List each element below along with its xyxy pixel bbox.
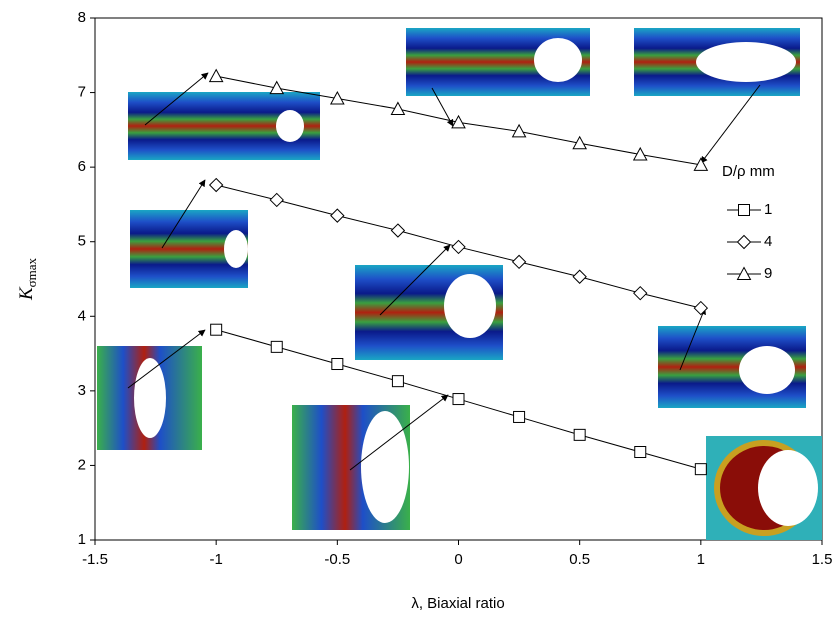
marker [634, 446, 647, 459]
legend-label: 4 [764, 233, 772, 250]
x-tick-label: -1.5 [82, 551, 108, 568]
x-tick-label: 1.5 [812, 551, 833, 568]
y-tick-label: 3 [78, 382, 86, 399]
arrow [679, 307, 706, 371]
arrow [349, 394, 449, 471]
legend-title: D/ρ mm [722, 163, 775, 180]
marker [391, 375, 404, 388]
fe-image [130, 210, 248, 288]
arrow [161, 179, 206, 249]
x-tick-label: 0 [454, 551, 462, 568]
marker [329, 90, 345, 105]
x-tick-label: -1 [209, 551, 222, 568]
y-axis-label-main: K [16, 286, 37, 301]
legend-marker [736, 234, 752, 250]
marker [451, 114, 466, 129]
marker [632, 146, 648, 161]
marker [693, 157, 709, 171]
y-axis-label-sub: σmax [24, 257, 39, 287]
fe-image [97, 346, 202, 450]
marker [451, 239, 466, 255]
marker [572, 269, 587, 284]
marker [511, 254, 527, 270]
marker [270, 340, 283, 353]
x-axis-label: λ, Biaxial ratio [411, 595, 504, 612]
y-axis-label: Kσmax [16, 257, 39, 301]
fe-image [706, 436, 822, 540]
fe-image [406, 28, 590, 96]
marker [269, 192, 284, 208]
y-tick-label: 7 [78, 84, 86, 101]
fe-images [97, 28, 822, 540]
arrows [127, 72, 761, 471]
marker [331, 358, 344, 371]
arrow [379, 244, 451, 316]
marker [452, 393, 465, 406]
arrow [127, 329, 206, 389]
fe-image [355, 265, 503, 360]
arrow [144, 72, 209, 126]
arrow [431, 87, 454, 127]
marker [330, 208, 345, 223]
y-tick-label: 8 [78, 9, 86, 26]
y-tick-label: 1 [78, 531, 86, 548]
y-tick-label: 2 [78, 456, 86, 473]
marker [208, 177, 224, 193]
x-tick-label: -0.5 [324, 551, 350, 568]
marker [210, 323, 223, 336]
legend-marker [738, 204, 750, 216]
marker [693, 300, 709, 316]
y-tick-label: 6 [78, 158, 86, 175]
legend-label: 1 [764, 201, 772, 218]
fe-image [128, 92, 320, 160]
marker [633, 285, 648, 301]
marker [513, 410, 526, 423]
x-tick-label: 0.5 [569, 551, 590, 568]
y-tick-label: 4 [78, 307, 86, 324]
legend-label: 9 [764, 265, 772, 282]
arrow [700, 84, 761, 164]
y-tick-label: 5 [78, 233, 86, 250]
x-tick-label: 1 [697, 551, 705, 568]
marker [390, 101, 406, 115]
marker [511, 123, 527, 138]
marker [269, 80, 285, 95]
fe-image [634, 28, 800, 96]
fe-image [292, 405, 410, 530]
fe-image [658, 326, 806, 408]
marker [694, 463, 707, 476]
marker [390, 223, 406, 238]
marker [208, 68, 224, 83]
legend-marker [736, 266, 752, 280]
marker [572, 135, 588, 150]
marker [573, 428, 586, 441]
